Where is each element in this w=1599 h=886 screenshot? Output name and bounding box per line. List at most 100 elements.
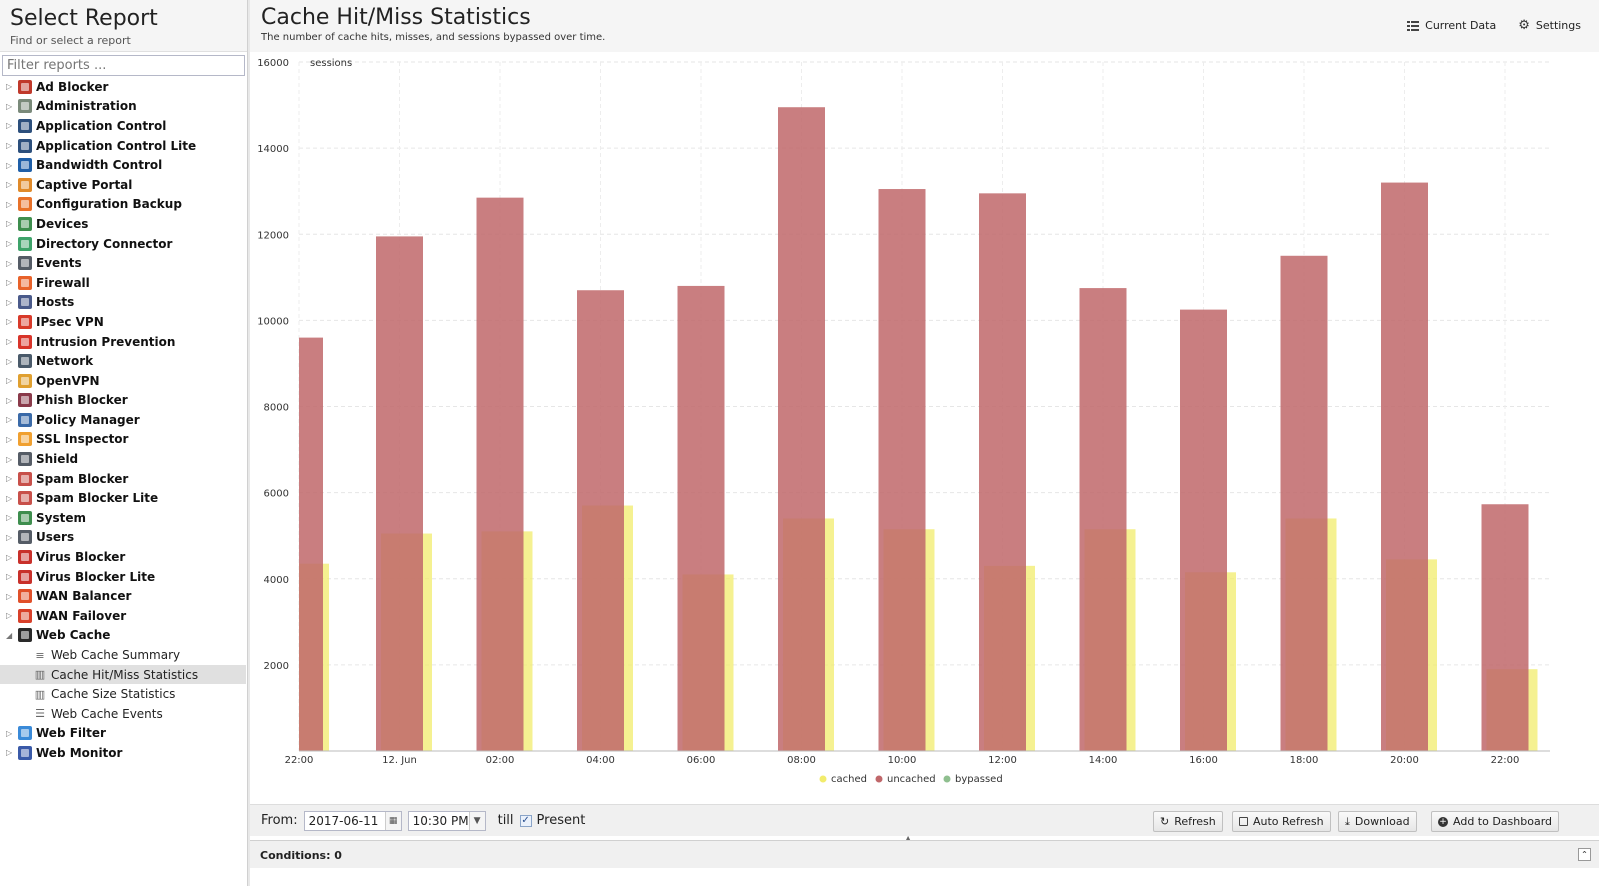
- tree-node-spam-blocker-lite[interactable]: ▷ Spam Blocker Lite: [0, 488, 246, 508]
- legend-marker-bypassed: [943, 775, 951, 783]
- expanded-arrow-icon[interactable]: ◢: [6, 630, 13, 640]
- tree-node-events[interactable]: ▷ Events: [0, 253, 246, 273]
- tree-node-hosts[interactable]: ▷ Hosts: [0, 293, 246, 313]
- tree-node-label: Phish Blocker: [36, 393, 128, 408]
- tree-node-wan-failover[interactable]: ▷ WAN Failover: [0, 606, 246, 626]
- tree-leaf-report[interactable]: ≡ Web Cache Summary: [0, 645, 246, 665]
- collapsed-arrow-icon[interactable]: ▷: [6, 591, 13, 601]
- present-checkbox[interactable]: ✓: [519, 814, 532, 827]
- tree-node-label: Application Control Lite: [36, 138, 197, 153]
- tree-node-virus-blocker-lite[interactable]: ▷ Virus Blocker Lite: [0, 567, 246, 587]
- download-button[interactable]: ⤓ Download: [1338, 811, 1417, 832]
- collapsed-arrow-icon[interactable]: ▷: [6, 199, 13, 209]
- settings-button[interactable]: ⚙ Settings: [1518, 18, 1581, 33]
- collapsed-arrow-icon[interactable]: ▷: [6, 337, 13, 347]
- collapsed-arrow-icon[interactable]: ▷: [6, 141, 13, 151]
- tree-node-captive-portal[interactable]: ▷ Captive Portal: [0, 175, 246, 195]
- collapsed-arrow-icon[interactable]: ▷: [6, 317, 13, 327]
- splitter-handle[interactable]: ▲: [905, 834, 912, 843]
- calendar-icon[interactable]: ▦: [384, 811, 401, 830]
- conditions-panel: Conditions: 0 ⌃: [250, 840, 1599, 868]
- x-tick-label: 14:00: [1089, 755, 1118, 766]
- y-tick-label: 6000: [264, 489, 289, 500]
- sidebar-title: Select Report: [10, 6, 158, 31]
- tree-node-configuration-backup[interactable]: ▷ Configuration Backup: [0, 195, 246, 215]
- chevron-down-icon[interactable]: ▼: [468, 811, 485, 830]
- tree-node-ssl-inspector[interactable]: ▷ SSL Inspector: [0, 430, 246, 450]
- tree-node-openvpn[interactable]: ▷ OpenVPN: [0, 371, 246, 391]
- collapsed-arrow-icon[interactable]: ▷: [6, 748, 13, 758]
- collapsed-arrow-icon[interactable]: ▷: [6, 728, 13, 738]
- page-subtitle: The number of cache hits, misses, and se…: [261, 32, 606, 43]
- collapsed-arrow-icon[interactable]: ▷: [6, 493, 13, 503]
- refresh-button[interactable]: ↻ Refresh: [1153, 811, 1223, 832]
- tree-node-application-control[interactable]: ▷ Application Control: [0, 116, 246, 136]
- hosts-icon: [18, 295, 32, 310]
- tree-node-label: Devices: [36, 216, 89, 231]
- tree-node-policy-manager[interactable]: ▷ Policy Manager: [0, 410, 246, 430]
- tree-node-shield[interactable]: ▷ Shield: [0, 449, 246, 469]
- collapsed-arrow-icon[interactable]: ▷: [6, 552, 13, 562]
- collapsed-arrow-icon[interactable]: ▷: [6, 160, 13, 170]
- tree-node-web-filter[interactable]: ▷ Web Filter: [0, 724, 246, 744]
- tree-node-spam-blocker[interactable]: ▷ Spam Blocker: [0, 469, 246, 489]
- tree-node-phish-blocker[interactable]: ▷ Phish Blocker: [0, 391, 246, 411]
- uncached-bar: [1280, 255, 1328, 751]
- uncached-bar: [778, 107, 825, 751]
- uncached-bar: [577, 290, 624, 751]
- collapsed-arrow-icon[interactable]: ▷: [6, 532, 13, 542]
- tree-node-web-cache[interactable]: ◢ Web Cache: [0, 626, 246, 646]
- collapsed-arrow-icon[interactable]: ▷: [6, 121, 13, 131]
- tree-node-firewall[interactable]: ▷ Firewall: [0, 273, 246, 293]
- from-time-value: 10:30 PM: [412, 813, 469, 828]
- collapsed-arrow-icon[interactable]: ▷: [6, 258, 13, 268]
- tree-leaf-report[interactable]: ☰ Web Cache Events: [0, 704, 246, 724]
- tree-node-web-monitor[interactable]: ▷ Web Monitor: [0, 743, 246, 763]
- tree-node-virus-blocker[interactable]: ▷ Virus Blocker: [0, 547, 246, 567]
- y-tick-label: 16000: [257, 58, 289, 69]
- collapsed-arrow-icon[interactable]: ▷: [6, 278, 13, 288]
- text-report-icon: ≡: [35, 648, 45, 662]
- tree-leaf-report[interactable]: ▥ Cache Hit/Miss Statistics: [0, 664, 246, 685]
- collapsed-arrow-icon[interactable]: ▷: [6, 376, 13, 386]
- tree-node-intrusion-prevention[interactable]: ▷ Intrusion Prevention: [0, 332, 246, 352]
- tree-node-administration[interactable]: ▷ Administration: [0, 97, 246, 117]
- tree-leaf-report[interactable]: ▥ Cache Size Statistics: [0, 684, 246, 704]
- collapsed-arrow-icon[interactable]: ▷: [6, 415, 13, 425]
- collapsed-arrow-icon[interactable]: ▷: [6, 356, 13, 366]
- collapsed-arrow-icon[interactable]: ▷: [6, 434, 13, 444]
- tree-node-ipsec-vpn[interactable]: ▷ IPsec VPN: [0, 312, 246, 332]
- from-date-field[interactable]: 2017-06-11 ▦: [303, 810, 402, 831]
- tree-node-directory-connector[interactable]: ▷ Directory Connector: [0, 234, 246, 254]
- collapsed-arrow-icon[interactable]: ▷: [6, 297, 13, 307]
- tree-node-wan-balancer[interactable]: ▷ WAN Balancer: [0, 586, 246, 606]
- filter-reports-input[interactable]: [2, 55, 245, 76]
- tree-node-users[interactable]: ▷ Users: [0, 528, 246, 548]
- tree-node-ad-blocker[interactable]: ▷ Ad Blocker: [0, 77, 246, 97]
- collapsed-arrow-icon[interactable]: ▷: [6, 513, 13, 523]
- collapsed-arrow-icon[interactable]: ▷: [6, 239, 13, 249]
- collapsed-arrow-icon[interactable]: ▷: [6, 101, 13, 111]
- add-to-dashboard-button[interactable]: + Add to Dashboard: [1431, 811, 1560, 832]
- collapsed-arrow-icon[interactable]: ▷: [6, 474, 13, 484]
- collapse-icon[interactable]: ⌃: [1578, 848, 1591, 861]
- collapsed-arrow-icon[interactable]: ▷: [6, 82, 13, 92]
- tree-node-network[interactable]: ▷ Network: [0, 351, 246, 371]
- collapsed-arrow-icon[interactable]: ▷: [6, 572, 13, 582]
- collapsed-arrow-icon[interactable]: ▷: [6, 611, 13, 621]
- cache-stats-chart: 2000 4000 6000 8000 10000 12000 14000 16000 sess…: [250, 52, 1570, 804]
- from-time-field[interactable]: 10:30 PM ▼: [407, 810, 486, 831]
- current-data-button[interactable]: Current Data: [1407, 18, 1496, 33]
- tree-node-bandwidth-control[interactable]: ▷ Bandwidth Control: [0, 155, 246, 175]
- collapsed-arrow-icon[interactable]: ▷: [6, 219, 13, 229]
- auto-refresh-button[interactable]: Auto Refresh: [1232, 811, 1331, 832]
- tree-node-devices[interactable]: ▷ Devices: [0, 214, 246, 234]
- tree-node-system[interactable]: ▷ System: [0, 508, 246, 528]
- collapsed-arrow-icon[interactable]: ▷: [6, 454, 13, 464]
- collapsed-arrow-icon[interactable]: ▷: [6, 395, 13, 405]
- collapsed-arrow-icon[interactable]: ▷: [6, 180, 13, 190]
- tree-node-application-control-lite[interactable]: ▷ Application Control Lite: [0, 136, 246, 156]
- ipsec-vpn-icon: [18, 314, 32, 329]
- x-tick-label: 02:00: [486, 755, 515, 766]
